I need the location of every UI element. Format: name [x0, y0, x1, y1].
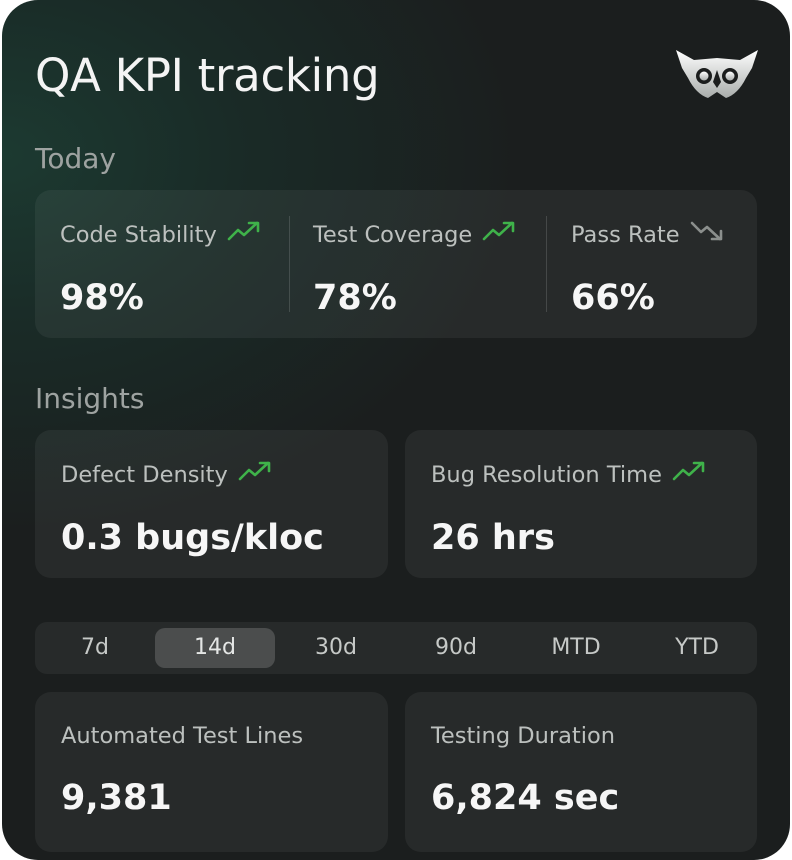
stat-label: Defect Density	[61, 461, 228, 488]
stat-value: 9,381	[61, 778, 172, 818]
stat-label: Pass Rate	[571, 221, 680, 248]
stat-label: Bug Resolution Time	[431, 461, 662, 488]
range-tab-14d[interactable]: 14d	[155, 628, 275, 668]
page-title: QA KPI tracking	[35, 49, 380, 102]
trend-up-icon	[238, 460, 274, 489]
section-label-today: Today	[35, 142, 116, 175]
stat-value: 66%	[571, 278, 655, 318]
date-range-selector: 7d 14d 30d 90d MTD YTD	[35, 622, 757, 674]
stat-value: 98%	[60, 278, 144, 318]
range-tab-30d[interactable]: 30d	[315, 635, 357, 660]
range-tab-7d[interactable]: 7d	[81, 635, 109, 660]
stat-label: Automated Test Lines	[61, 723, 304, 749]
range-tab-90d[interactable]: 90d	[435, 635, 477, 660]
divider	[546, 216, 547, 312]
today-stats-card: Code Stability 98% Test Coverage 78% Pas…	[35, 190, 757, 338]
trend-up-icon	[672, 460, 708, 489]
trend-up-icon	[227, 220, 263, 249]
metric-card-testing-duration: Testing Duration 6,824 sec	[405, 692, 757, 852]
stat-value: 0.3 bugs/kloc	[61, 518, 324, 558]
stat-label: Test Coverage	[313, 221, 473, 248]
stat-value: 78%	[313, 278, 397, 318]
range-tab-mtd[interactable]: MTD	[551, 635, 601, 660]
range-tab-ytd[interactable]: YTD	[675, 635, 719, 660]
insight-card-bug-resolution-time: Bug Resolution Time 26 hrs	[405, 430, 757, 578]
stat-value: 26 hrs	[431, 518, 555, 558]
stat-value: 6,824 sec	[431, 778, 620, 818]
trend-down-icon	[690, 220, 726, 249]
stat-label: Testing Duration	[431, 723, 615, 749]
stat-label: Code Stability	[60, 221, 217, 248]
trend-up-icon	[482, 220, 518, 249]
owl-logo-icon	[674, 48, 760, 102]
metric-card-automated-test-lines: Automated Test Lines 9,381	[35, 692, 388, 852]
section-label-insights: Insights	[35, 382, 145, 415]
divider	[289, 216, 290, 312]
insight-card-defect-density: Defect Density 0.3 bugs/kloc	[35, 430, 388, 578]
